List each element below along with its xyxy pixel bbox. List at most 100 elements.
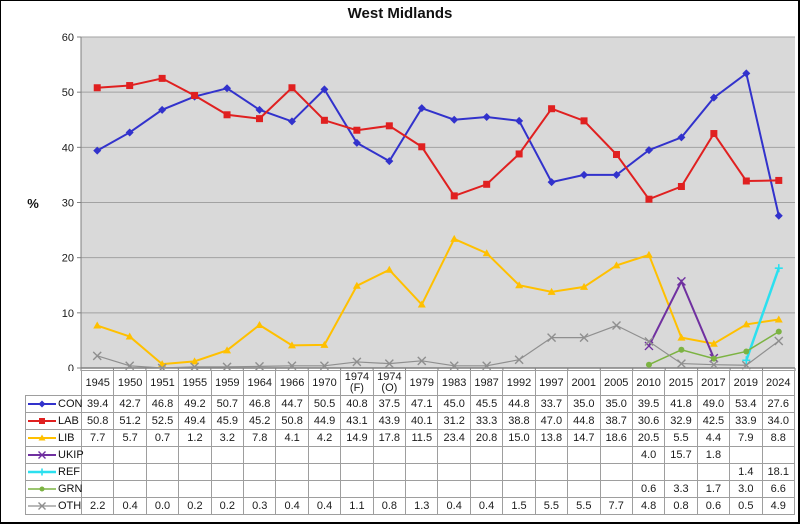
diamond-marker xyxy=(125,128,134,137)
legend-OTH: OTH xyxy=(25,497,82,515)
value-cell xyxy=(599,480,633,498)
triangle-marker xyxy=(742,320,751,328)
square-marker xyxy=(158,74,166,82)
table-row-LIB: LIB 7.7 5.7 0.7 1.2 3.2 7.8 4.1 4.2 14.9 17.8 11.5 2… xyxy=(25,429,796,447)
year-header: 1945 xyxy=(80,370,115,396)
value-cell: 44.8 xyxy=(502,395,536,413)
value-cell xyxy=(178,480,212,498)
value-cell xyxy=(210,480,245,498)
triangle-marker xyxy=(287,341,296,349)
year-header: 1979 xyxy=(405,370,439,396)
x-marker xyxy=(417,356,427,366)
diamond-marker xyxy=(223,84,232,93)
x-marker xyxy=(449,361,459,371)
value-cell: 45.5 xyxy=(469,395,504,413)
value-cell xyxy=(372,446,407,464)
value-cell: 50.8 xyxy=(80,412,115,430)
year-header: 1983 xyxy=(437,370,471,396)
y-tick-label: 40 xyxy=(62,142,74,154)
year-header: 1959 xyxy=(210,370,245,396)
diamond-marker xyxy=(612,170,621,179)
legend-label: UKIP xyxy=(58,449,84,461)
value-cell xyxy=(307,446,342,464)
value-cell: 44.9 xyxy=(307,412,342,430)
value-cell: 43.1 xyxy=(340,412,374,430)
value-cell: 45.9 xyxy=(210,412,245,430)
value-cell: 3.2 xyxy=(210,429,245,447)
legend-plus-icon xyxy=(28,468,56,476)
value-cell: 0.8 xyxy=(372,497,407,515)
triangle-marker xyxy=(93,321,102,329)
value-cell xyxy=(372,463,407,481)
year-header: 1987 xyxy=(469,370,504,396)
diamond-marker xyxy=(547,178,556,187)
value-cell xyxy=(210,446,245,464)
plot-area: 0 10 20 30 40 50 60 xyxy=(62,32,796,375)
value-cell: 53.4 xyxy=(729,395,763,413)
x-marker xyxy=(38,502,46,510)
value-cell xyxy=(113,463,147,481)
value-cell: 34.0 xyxy=(761,412,796,430)
legend-square-icon xyxy=(28,418,56,424)
value-cell: 35.0 xyxy=(599,395,633,413)
value-cell: 1.2 xyxy=(178,429,212,447)
value-cell: 45.2 xyxy=(243,412,277,430)
triangle-marker xyxy=(385,265,394,273)
triangle-marker xyxy=(450,234,459,242)
x-marker xyxy=(190,362,200,372)
value-cell: 15.7 xyxy=(664,446,698,464)
value-cell xyxy=(761,446,796,464)
value-cell xyxy=(405,446,439,464)
value-cell: 47.1 xyxy=(405,395,439,413)
value-cell: 1.1 xyxy=(340,497,374,515)
y-axis-label: % xyxy=(27,196,39,211)
value-cell: 40.8 xyxy=(340,395,374,413)
diamond-marker xyxy=(38,400,46,408)
value-cell: 27.6 xyxy=(761,395,796,413)
value-cell xyxy=(243,463,277,481)
value-cell xyxy=(437,463,471,481)
year-header: 2005 xyxy=(599,370,633,396)
value-cell: 14.7 xyxy=(567,429,601,447)
x-marker xyxy=(676,276,686,286)
value-cell xyxy=(372,480,407,498)
square-marker xyxy=(353,126,361,134)
value-cell: 33.7 xyxy=(534,395,569,413)
value-cell xyxy=(469,480,504,498)
value-cell: 30.6 xyxy=(631,412,666,430)
value-cell: 1.5 xyxy=(502,497,536,515)
table-row-OTH: OTH 2.2 0.4 0.0 0.2 0.2 0.3 0.4 0.4 1.1 0.8 1.3 0.4 0… xyxy=(25,497,796,515)
series-line-REF xyxy=(745,267,780,361)
square-marker xyxy=(613,151,620,159)
square-marker xyxy=(418,143,426,151)
value-cell: 49.4 xyxy=(178,412,212,430)
value-cell xyxy=(145,480,180,498)
value-cell: 0.2 xyxy=(210,497,245,515)
legend-label: OTH xyxy=(58,500,82,512)
year-header: 1974 (F) xyxy=(340,370,374,396)
value-cell xyxy=(405,463,439,481)
value-cell xyxy=(145,463,180,481)
value-cell xyxy=(502,446,536,464)
square-marker xyxy=(191,91,199,99)
diamond-marker xyxy=(580,170,589,179)
x-marker xyxy=(644,337,654,347)
value-cell: 45.0 xyxy=(437,395,471,413)
value-cell xyxy=(210,463,245,481)
value-cell: 14.9 xyxy=(340,429,374,447)
value-cell: 0.7 xyxy=(145,429,180,447)
y-tick-label: 30 xyxy=(62,198,74,210)
x-marker xyxy=(38,451,46,459)
value-cell: 20.8 xyxy=(469,429,504,447)
diamond-marker xyxy=(644,146,653,155)
value-cell: 7.9 xyxy=(729,429,763,447)
square-marker xyxy=(39,418,45,424)
circle-marker xyxy=(645,361,652,368)
value-cell xyxy=(340,463,374,481)
value-cell xyxy=(145,446,180,464)
value-cell xyxy=(664,463,698,481)
legend-REF: REF xyxy=(25,463,82,481)
value-cell xyxy=(340,446,374,464)
table-row-REF: REF 1.4 18.1 xyxy=(25,463,796,481)
value-cell: 5.5 xyxy=(534,497,569,515)
